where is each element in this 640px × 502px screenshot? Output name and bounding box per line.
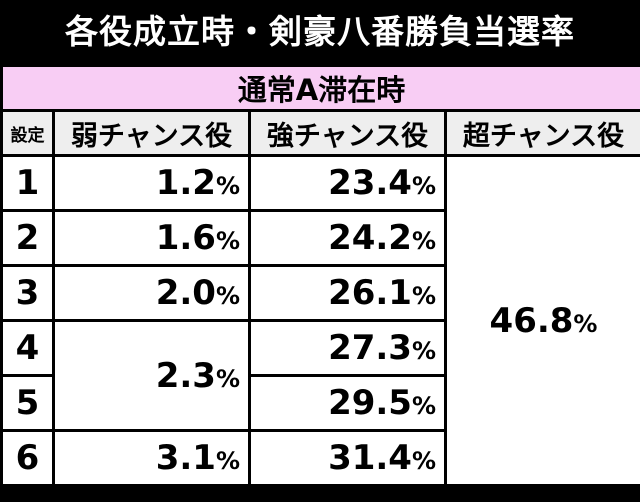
caption: 通常A滞在時 <box>0 64 640 112</box>
setting: 1 <box>0 154 55 212</box>
setting: 5 <box>0 374 55 432</box>
cell: 24.2% <box>248 209 447 267</box>
table: 通常A滞在時 設定 弱チャンス役 強チャンス役 超チャンス役 1 1.2% 23… <box>0 64 640 487</box>
header: 超チャンス役 <box>443 109 640 157</box>
setting: 6 <box>0 429 55 487</box>
setting: 2 <box>0 209 55 267</box>
header: 強チャンス役 <box>248 109 447 157</box>
cell: 46.8% <box>443 154 640 487</box>
setting: 3 <box>0 264 55 322</box>
cell: 1.2% <box>52 154 251 212</box>
cell: 3.1% <box>52 429 251 487</box>
cell: 2.3% <box>52 319 251 432</box>
cell: 1.6% <box>52 209 251 267</box>
setting: 4 <box>0 319 55 377</box>
header: 弱チャンス役 <box>52 109 251 157</box>
header: 設定 <box>0 109 55 157</box>
cell: 31.4% <box>248 429 447 487</box>
cell: 26.1% <box>248 264 447 322</box>
cell: 23.4% <box>248 154 447 212</box>
cell: 2.0% <box>52 264 251 322</box>
title: 各役成立時・剣豪八番勝負当選率 <box>65 12 575 51</box>
cell: 29.5% <box>248 374 447 432</box>
cell: 27.3% <box>248 319 447 377</box>
